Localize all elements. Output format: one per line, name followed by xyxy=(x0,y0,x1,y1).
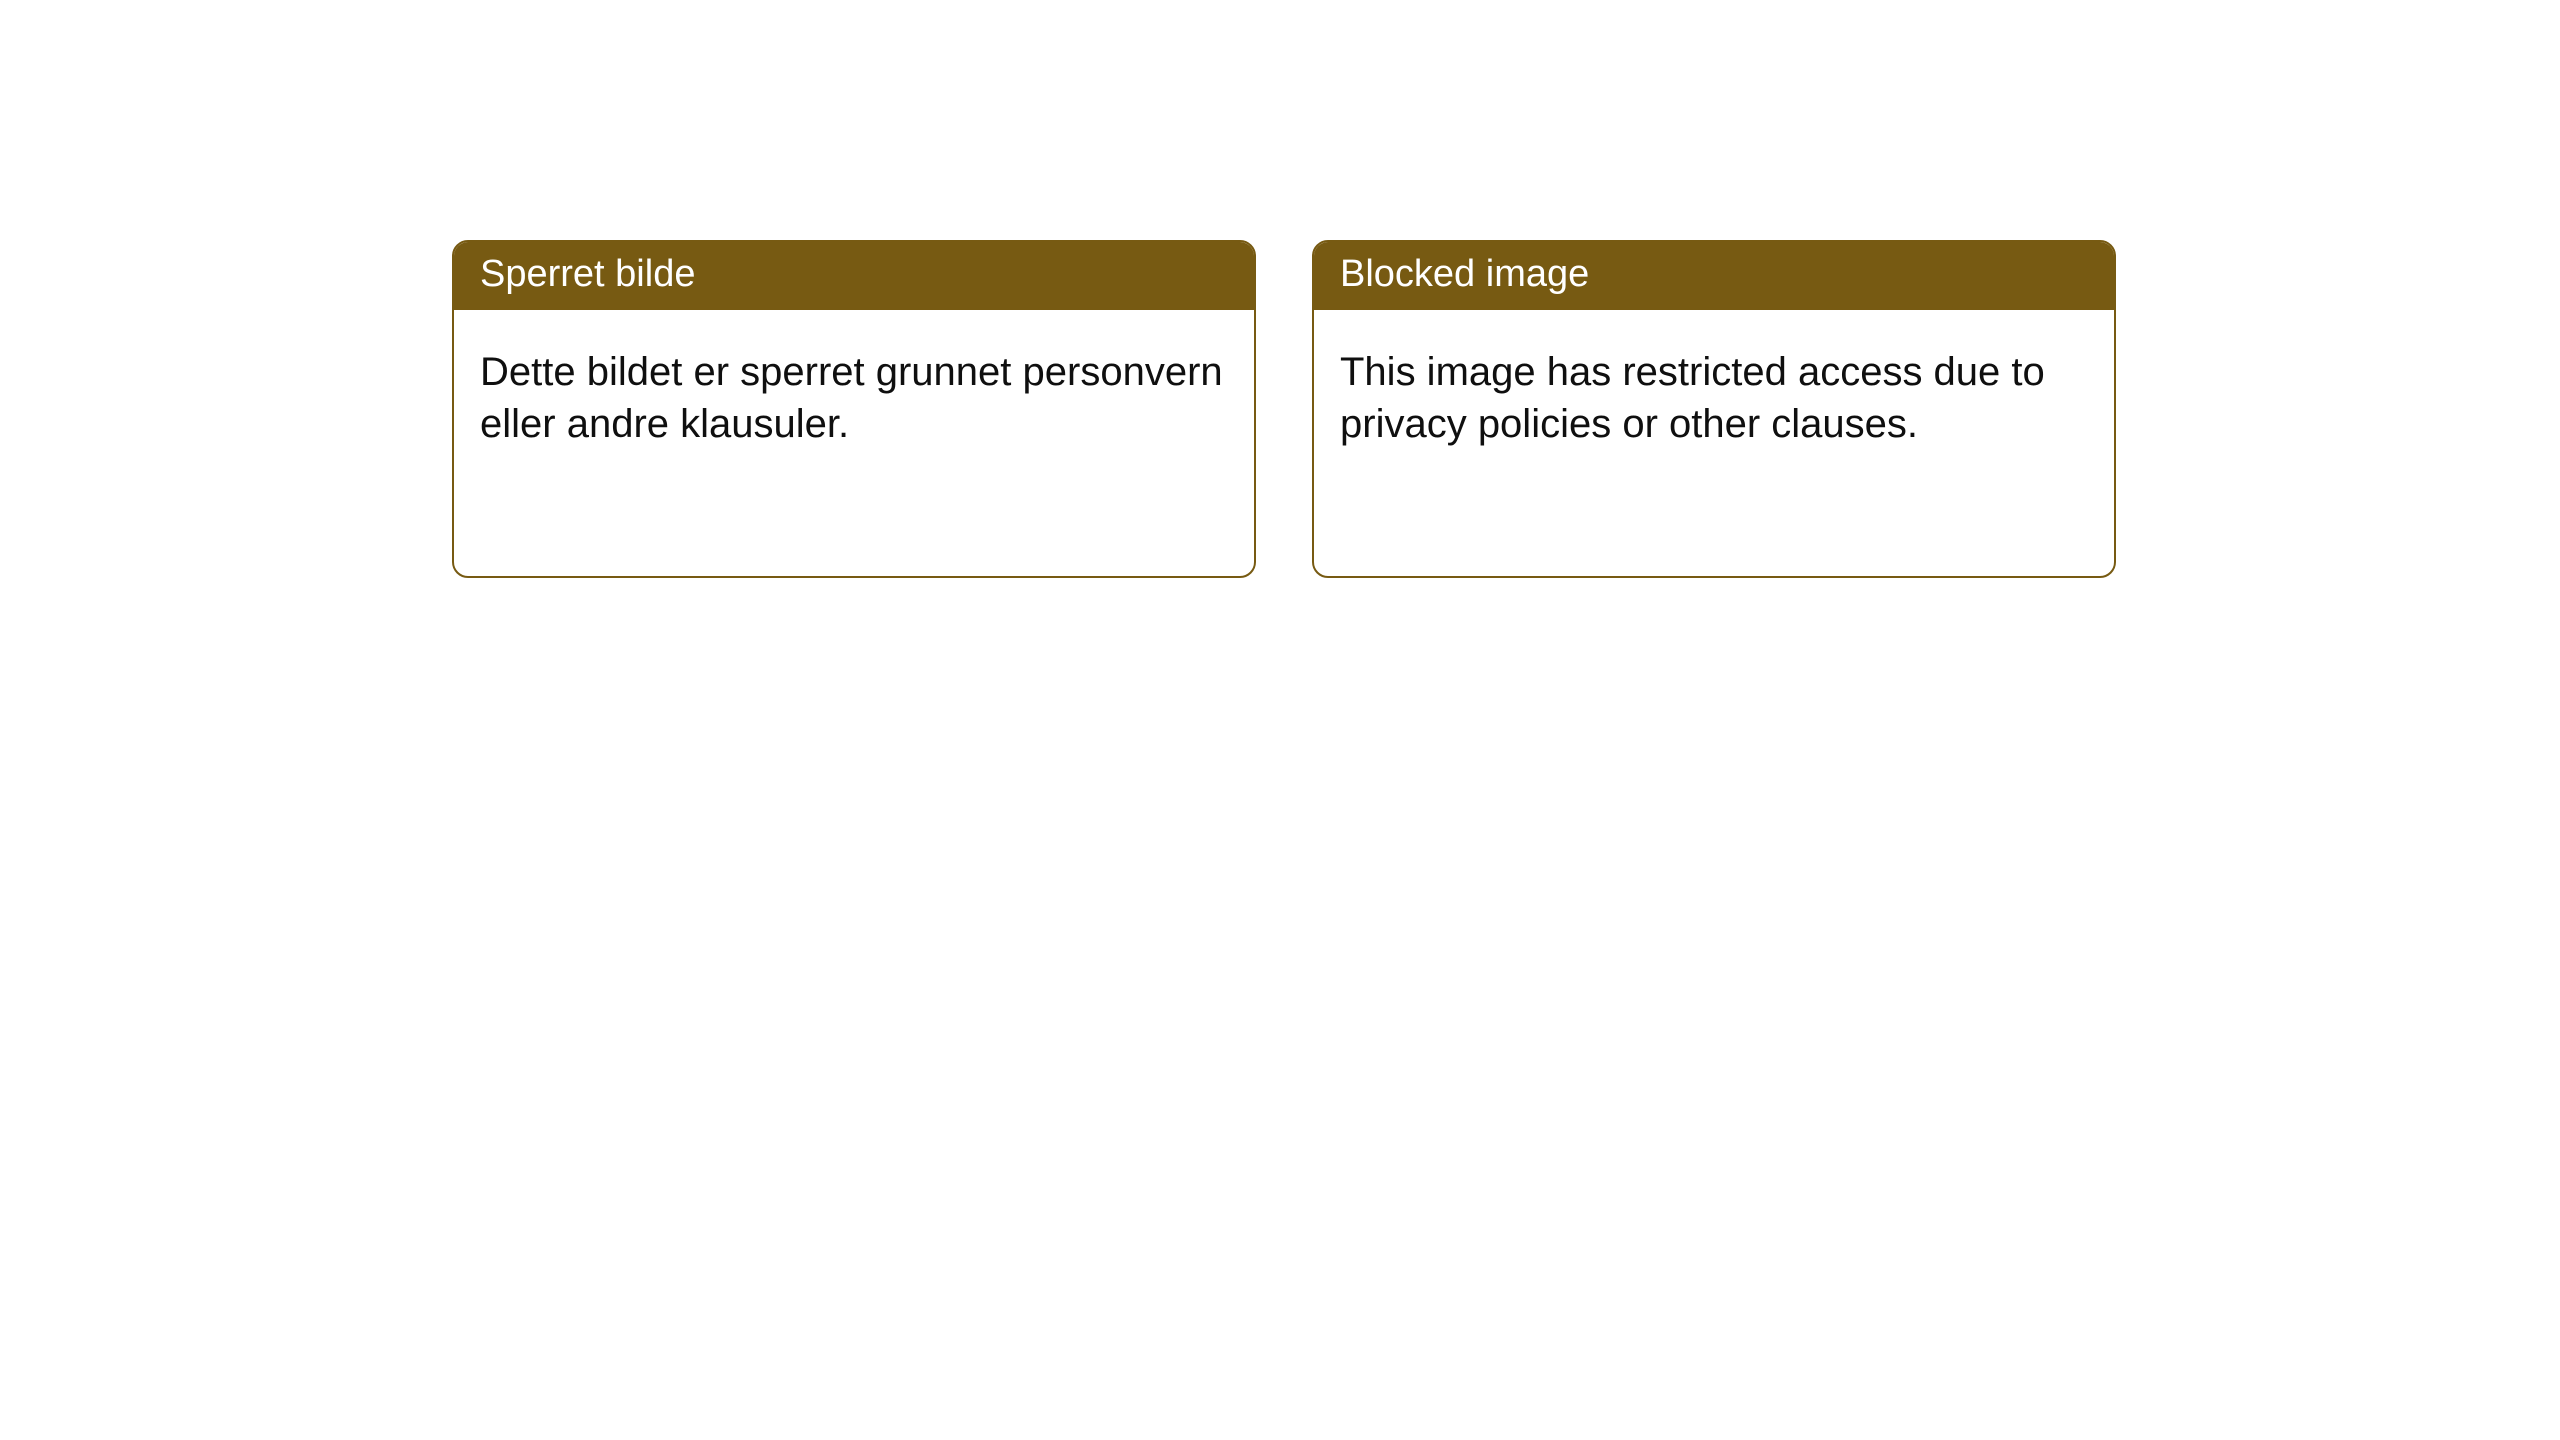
notice-container: Sperret bilde Dette bildet er sperret gr… xyxy=(0,0,2560,578)
card-body-en: This image has restricted access due to … xyxy=(1314,310,2114,486)
card-header-en: Blocked image xyxy=(1314,242,2114,310)
card-header-no: Sperret bilde xyxy=(454,242,1254,310)
card-body-no: Dette bildet er sperret grunnet personve… xyxy=(454,310,1254,486)
blocked-image-card-no: Sperret bilde Dette bildet er sperret gr… xyxy=(452,240,1256,578)
blocked-image-card-en: Blocked image This image has restricted … xyxy=(1312,240,2116,578)
